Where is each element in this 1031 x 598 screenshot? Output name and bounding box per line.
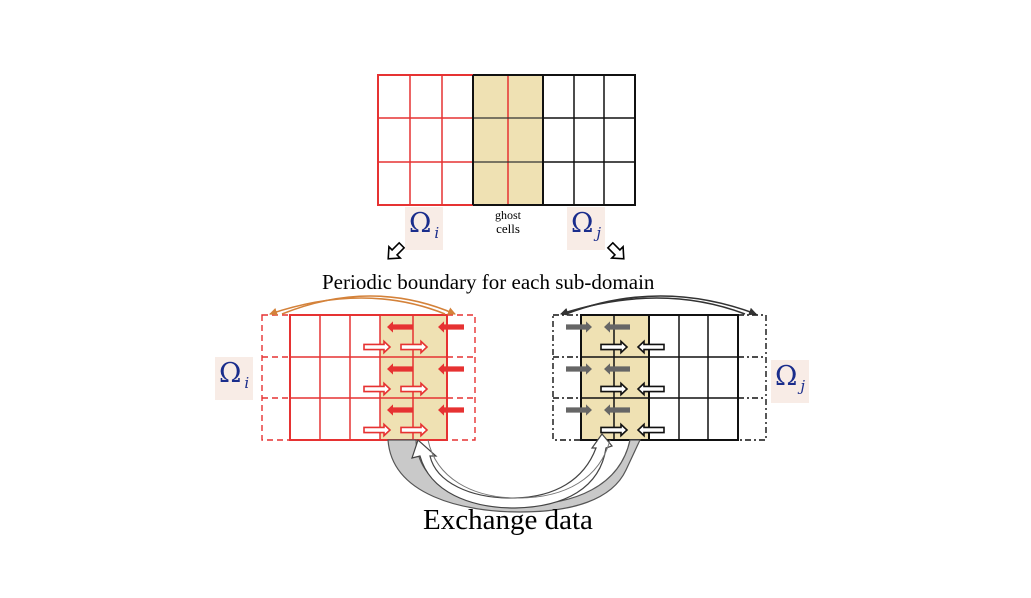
subdomain-j [552, 295, 767, 441]
split-arrow-left [387, 241, 406, 260]
exchange-arrow-right [566, 404, 592, 416]
subdomain-i [261, 295, 476, 441]
periodic-boundary-label: Periodic boundary for each sub-domain [322, 270, 655, 294]
exchange-arrow-right [400, 422, 429, 438]
exchange-arrow-right [400, 339, 429, 355]
exchange-arrow-right [600, 339, 629, 355]
exchange-arrow-left [438, 321, 464, 333]
exchange-data-arrows [387, 433, 641, 513]
exchange-arrow-right [363, 381, 392, 397]
subdomain-i-exchange-arrows [363, 321, 464, 438]
exchange-arrow-right [566, 321, 592, 333]
exchange-arrow-left [387, 321, 413, 333]
exchange-arrow-left [438, 404, 464, 416]
omega-subscript-i: i [244, 374, 250, 392]
top-domain-grid [377, 74, 636, 206]
omega-subscript-j: j [596, 224, 602, 242]
ghost-label-line1: ghost [494, 208, 521, 222]
exchange-data-label: Exchange data [423, 504, 593, 536]
subdomain-j-ghost-fill [581, 315, 649, 440]
split-arrow-right [606, 241, 625, 260]
periodic-arc-i-left [269, 297, 446, 316]
exchange-arrow-right [363, 339, 392, 355]
domain-i-cells [377, 74, 474, 206]
exchange-arrow-left [604, 321, 630, 333]
ghost-label-line2: cells [496, 221, 520, 236]
exchange-arrow-left [387, 363, 413, 375]
exchange-arrow-right [400, 381, 429, 397]
exchange-arrow-right [600, 381, 629, 397]
exchange-arrow-left [438, 363, 464, 375]
omega-symbol: Ω [571, 208, 594, 239]
ghost-cells-label: ghost cells [483, 209, 533, 236]
periodic-arc-j-left [560, 297, 746, 316]
omega-symbol: Ω [775, 361, 798, 392]
exchange-arrow-left [636, 381, 665, 397]
exchange-band-j-to-i [411, 433, 614, 509]
omega-subscript-j: j [800, 377, 806, 395]
exchange-arrow-left [636, 422, 665, 438]
subdomain-j-exchange-arrows [566, 321, 665, 438]
omega-symbol: Ω [219, 358, 242, 389]
subdomain-i-cells [289, 314, 448, 441]
domain-j-cells [542, 74, 636, 206]
exchange-arrow-left [387, 404, 413, 416]
subdomain-j-cells [580, 314, 739, 441]
exchange-arrow-left [604, 363, 630, 375]
omega-symbol: Ω [409, 208, 432, 239]
periodic-arc-i-right [281, 295, 456, 315]
exchange-arrow-left [604, 404, 630, 416]
exchange-arrow-right [363, 422, 392, 438]
exchange-arrow-right [600, 422, 629, 438]
exchange-arrow-left [636, 339, 665, 355]
omega-subscript-i: i [434, 224, 440, 242]
exchange-arrow-right [566, 363, 592, 375]
